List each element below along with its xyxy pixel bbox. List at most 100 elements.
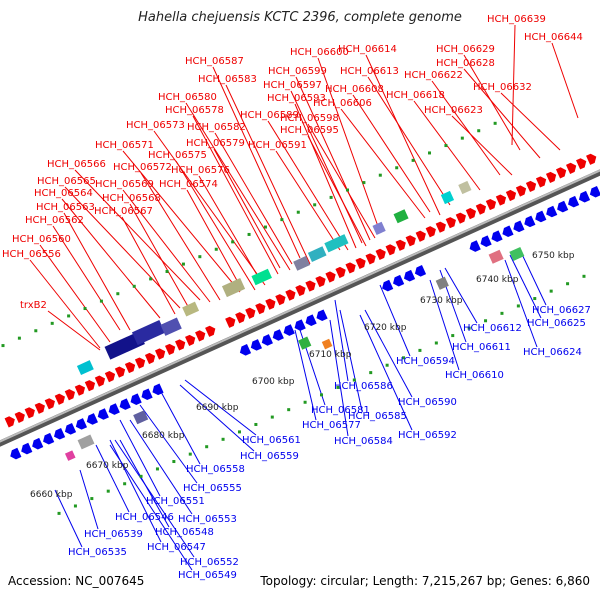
forward-gene-arrow [265, 298, 276, 310]
reverse-gene-label: HCH_06539 [84, 529, 143, 540]
kbp-scale-label: 6730 kbp [420, 296, 463, 306]
forward-gene [425, 226, 436, 238]
bottom-leader-line [119, 419, 161, 497]
top-leader-line [74, 169, 201, 301]
reverse-gene [239, 344, 252, 356]
upper-tick-mark [263, 225, 267, 229]
forward-gene [14, 411, 25, 423]
lower-tick-mark [549, 289, 553, 293]
forward-gene-arrow [154, 348, 166, 360]
top-leader-line [186, 189, 241, 287]
feature-block-box [182, 301, 200, 317]
forward-gene-arrow [255, 303, 266, 315]
forward-gene-label: HCH_06569 [95, 179, 154, 190]
top-leader-line [214, 132, 293, 265]
forward-gene [315, 275, 326, 288]
forward-gene-arrow [335, 266, 346, 279]
feature-block-box [440, 190, 455, 205]
reverse-gene [130, 393, 142, 405]
reverse-gene-arrow [54, 427, 66, 440]
forward-gene-arrow [325, 271, 336, 283]
reverse-gene-label: HCH_06611 [452, 342, 511, 353]
forward-gene-label: HCH_06629 [436, 44, 495, 55]
feature-block [160, 317, 182, 336]
forward-gene-arrow [225, 316, 236, 328]
top-leader-line [307, 135, 367, 247]
upper-tick-mark [329, 195, 333, 199]
reverse-gene-label: HCH_06586 [334, 381, 393, 392]
forward-gene-label: HCH_06606 [313, 98, 372, 109]
reverse-gene-arrow [43, 432, 55, 445]
top-leader-line [175, 160, 256, 291]
reverse-gene-label: HCH_06581 [311, 405, 370, 416]
bottom-leader-line [509, 254, 542, 319]
forward-gene-arrow [355, 257, 366, 270]
reverse-gene [557, 200, 569, 213]
forward-gene-arrow [34, 402, 45, 414]
reverse-gene-label: HCH_06590 [398, 397, 457, 408]
feature-block [76, 360, 94, 376]
forward-gene [295, 285, 306, 297]
forward-gene-arrow [305, 280, 316, 292]
forward-gene [4, 416, 15, 428]
feature-block [458, 180, 472, 195]
forward-gene [24, 407, 35, 419]
reverse-gene-label: HCH_06592 [398, 430, 457, 441]
feature-block [509, 246, 525, 261]
upper-tick-mark [132, 284, 136, 288]
lower-tick-mark [533, 297, 537, 301]
forward-gene-arrow [4, 416, 15, 428]
upper-tick-mark [99, 299, 103, 303]
reverse-gene-arrow [524, 215, 536, 228]
forward-gene-arrow [566, 162, 577, 174]
reverse-gene-label: HCH_06535 [68, 547, 127, 558]
feature-block [321, 338, 333, 350]
bottom-leader-line [444, 267, 478, 324]
forward-gene-label: HCH_06564 [34, 188, 93, 199]
forward-gene [34, 402, 45, 414]
upper-tick-mark [345, 188, 349, 192]
reverse-gene-arrow [480, 235, 492, 247]
upper-tick-mark [67, 314, 71, 318]
bottom-leader-line [129, 419, 193, 515]
feature-block [435, 276, 449, 290]
forward-gene [586, 153, 597, 165]
reverse-gene-arrow [513, 220, 525, 233]
reverse-gene-label: HCH_06584 [334, 436, 393, 447]
forward-gene [164, 343, 176, 356]
forward-gene-arrow [44, 398, 55, 410]
reverse-gene-arrow [108, 403, 120, 415]
reverse-gene-arrow [141, 388, 153, 401]
forward-gene-arrow [235, 312, 246, 324]
upper-tick-mark [231, 240, 235, 244]
top-leader-line [431, 80, 501, 176]
reverse-gene [589, 185, 600, 198]
reverse-gene-arrow [32, 437, 44, 450]
genome-backbone-highlight [0, 169, 600, 443]
upper-tick-mark [50, 321, 54, 325]
top-leader-line [225, 84, 311, 265]
forward-gene [275, 294, 286, 306]
forward-gene-label: HCH_06580 [158, 92, 217, 103]
forward-gene [104, 371, 116, 383]
forward-gene-arrow [175, 339, 186, 351]
lower-tick-mark [303, 400, 307, 404]
kbp-scale-label: 6710 kbp [309, 350, 352, 360]
kbp-scale-label: 6740 kbp [476, 275, 519, 285]
forward-gene-label: HCH_06583 [198, 74, 257, 85]
reverse-gene-label: HCH_06624 [523, 347, 582, 358]
upper-tick-mark [34, 329, 38, 333]
forward-gene [195, 330, 206, 342]
lower-tick-mark [385, 363, 389, 367]
forward-gene [555, 167, 567, 179]
reverse-gene-arrow [491, 230, 503, 243]
lower-tick-mark [172, 460, 176, 464]
forward-gene-arrow [505, 189, 517, 202]
forward-gene-arrow [24, 407, 35, 419]
bottom-leader-line [504, 259, 538, 348]
bottom-leader-line [329, 319, 349, 437]
forward-gene-arrow [84, 380, 96, 392]
feature-block-box [293, 255, 311, 271]
reverse-gene-arrow [316, 309, 328, 322]
feature-block [131, 319, 166, 346]
